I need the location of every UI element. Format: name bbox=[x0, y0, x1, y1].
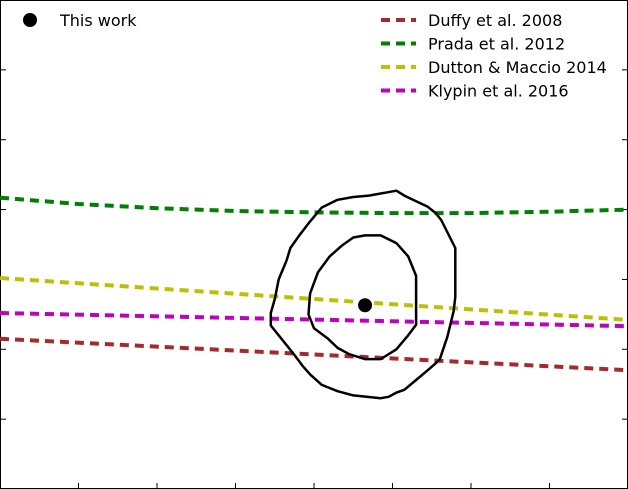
contour-outer bbox=[269, 189, 457, 400]
legend-label-2: Dutton & Maccio 2014 bbox=[428, 58, 607, 77]
legend-label-1: Prada et al. 2012 bbox=[428, 35, 565, 54]
legend-this-work: This work bbox=[23, 11, 137, 30]
legend-label-0: Duffy et al. 2008 bbox=[428, 11, 562, 30]
legend-models: Duffy et al. 2008 Prada et al. 2012 Dutton… bbox=[381, 11, 607, 101]
legend-label-this-work: This work bbox=[59, 11, 137, 30]
legend-label-3: Klypin et al. 2016 bbox=[428, 82, 569, 101]
data-points bbox=[358, 298, 373, 313]
axis-ticks bbox=[0, 69, 628, 489]
data-point-this-work bbox=[358, 298, 373, 313]
contour-inner bbox=[307, 234, 418, 361]
confidence-contours bbox=[269, 189, 457, 400]
legend-marker-this-work bbox=[23, 13, 37, 27]
